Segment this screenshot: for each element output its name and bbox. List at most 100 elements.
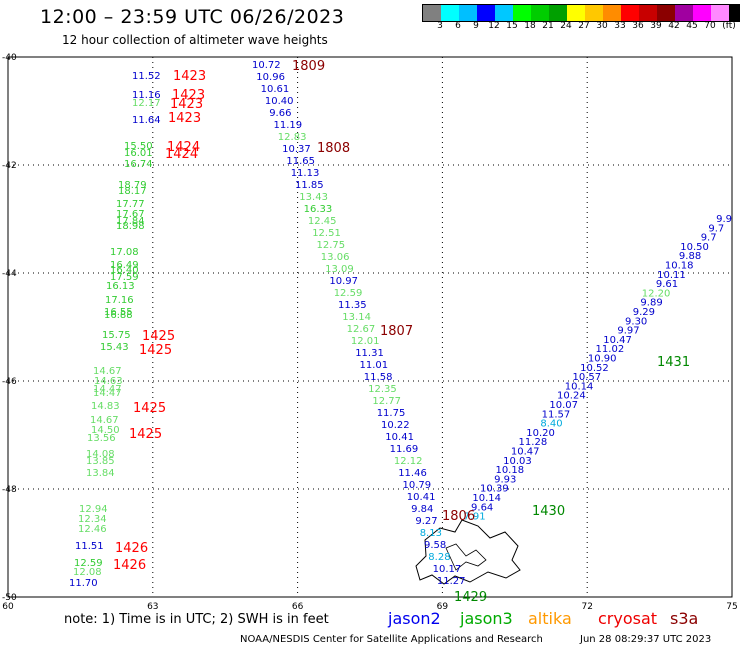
swh-value: 11.52 [132,71,161,82]
swh-value: 13.84 [86,468,115,479]
swh-value: 16.74 [124,159,153,170]
swh-value: 11.01 [360,360,389,371]
swh-value: 11.13 [291,168,320,179]
swh-value: 16.49 [110,260,139,271]
legend-label: 6 [455,21,461,31]
swh-value: 14.47 [93,384,122,395]
swh-value: 11.46 [398,468,427,479]
swh-value: 9.27 [415,516,437,527]
swh-value: 7.91 [463,512,485,523]
swh-value: 16.33 [304,204,333,215]
legend-label: 12 [488,21,500,31]
lon-tick-label: 60 [2,602,14,612]
swh-value: 17.16 [105,295,134,306]
swh-value: 10.79 [403,480,432,491]
swh-value: 10.39 [480,484,509,495]
swh-value: 12.51 [312,228,341,239]
swh-value: 16.13 [106,281,135,292]
legend-label: 3 [437,21,443,31]
lon-tick-label: 72 [581,602,592,612]
swh-value: 10.11 [657,270,686,281]
swh-value: 16.55 [104,307,133,318]
swh-value: 12.20 [642,288,671,299]
swh-value: 18.79 [118,180,147,191]
kerguelen-island [415,519,521,585]
swh-value: 10.72 [252,60,281,71]
swh-value: 11.31 [355,348,384,359]
legend-swatch [603,5,621,21]
swh-value: 9.66 [269,108,291,119]
swh-value: 15.75 [102,330,131,341]
swh-value: 10.90 [588,354,617,365]
swh-value: 13.14 [342,312,371,323]
swh-value: 10.47 [603,335,632,346]
swh-value: 10.41 [385,432,414,443]
credit-line: NOAA/NESDIS Center for Satellite Applica… [240,634,543,645]
legend-swatch [441,5,459,21]
swh-value: 12.45 [308,216,337,227]
swh-value: 9.88 [679,251,701,262]
legend-label: 27 [578,21,590,31]
pass-id-label: 1423 [170,97,203,112]
swh-value: 11.75 [377,408,406,419]
legend-label: 33 [614,21,626,31]
swh-value: 11.51 [75,541,104,552]
swh-value: 8.40 [540,419,562,430]
legend-swatch [459,5,477,21]
pass-id-label: 1429 [454,590,487,605]
swh-value: 14.50 [91,425,120,436]
swh-value: 13.43 [299,192,328,203]
swh-value: 11.02 [596,344,625,355]
swh-value: 15.50 [124,141,153,152]
swh-value: 14.47 [93,388,122,399]
swh-value: 11.85 [295,180,324,191]
pass-id-label: 1808 [317,141,350,156]
swh-value: 16.40 [110,265,139,276]
lon-tick-label: 69 [437,602,449,612]
swh-value: 10.41 [407,492,436,503]
footer-note: note: 1) Time is in UTC; 2) SWH is in fe… [64,612,329,627]
map-frame [7,56,733,598]
pass-id-label: 1806 [442,509,475,524]
pass-id-label: 1807 [380,324,413,339]
satellite-label-jason3: jason3 [460,609,513,628]
swh-value: 9.93 [494,474,516,485]
map-title: 12:00 – 23:59 UTC 06/26/2023 [40,6,345,28]
swh-value: 9.30 [625,316,647,327]
swh-value: 10.96 [256,72,285,83]
swh-value: 11.69 [390,444,419,455]
swh-value: 17.77 [116,199,145,210]
swh-value: 12.83 [278,132,307,143]
swh-value: 12.34 [78,514,107,525]
legend-swatch [423,5,441,21]
swh-value: 12.59 [74,558,103,569]
swh-value: 17.08 [110,247,139,258]
swh-value: 10.50 [680,242,709,253]
swh-value: 12.35 [368,384,397,395]
swh-value: 10.40 [265,96,294,107]
legend-label: 9 [473,21,479,31]
lat-tick-label: -46 [2,377,17,387]
pass-id-label: 1431 [657,355,690,370]
swh-value: 10.14 [565,381,594,392]
legend-label: 15 [506,21,518,31]
legend-label: 70 [704,21,716,31]
swh-value: 10.22 [381,420,410,431]
swh-value: 10.14 [472,493,501,504]
swh-value: 11.57 [542,409,571,420]
legend-label: 39 [650,21,662,31]
swh-value: 10.20 [526,428,555,439]
swh-value: 10.52 [580,363,609,374]
satellite-label-altika: altika [528,609,572,628]
pass-id-label: 1426 [113,558,146,573]
legend-swatch [549,5,567,21]
swh-value: 11.58 [364,372,393,383]
legend-swatch [495,5,513,21]
lon-tick-label: 66 [292,602,304,612]
legend-label: 24 [560,21,572,31]
legend-swatch [567,5,585,21]
legend-label: 21 [542,21,554,31]
swh-value: 9.58 [424,540,446,551]
swh-value: 10.97 [329,276,358,287]
legend-swatch [477,5,495,21]
